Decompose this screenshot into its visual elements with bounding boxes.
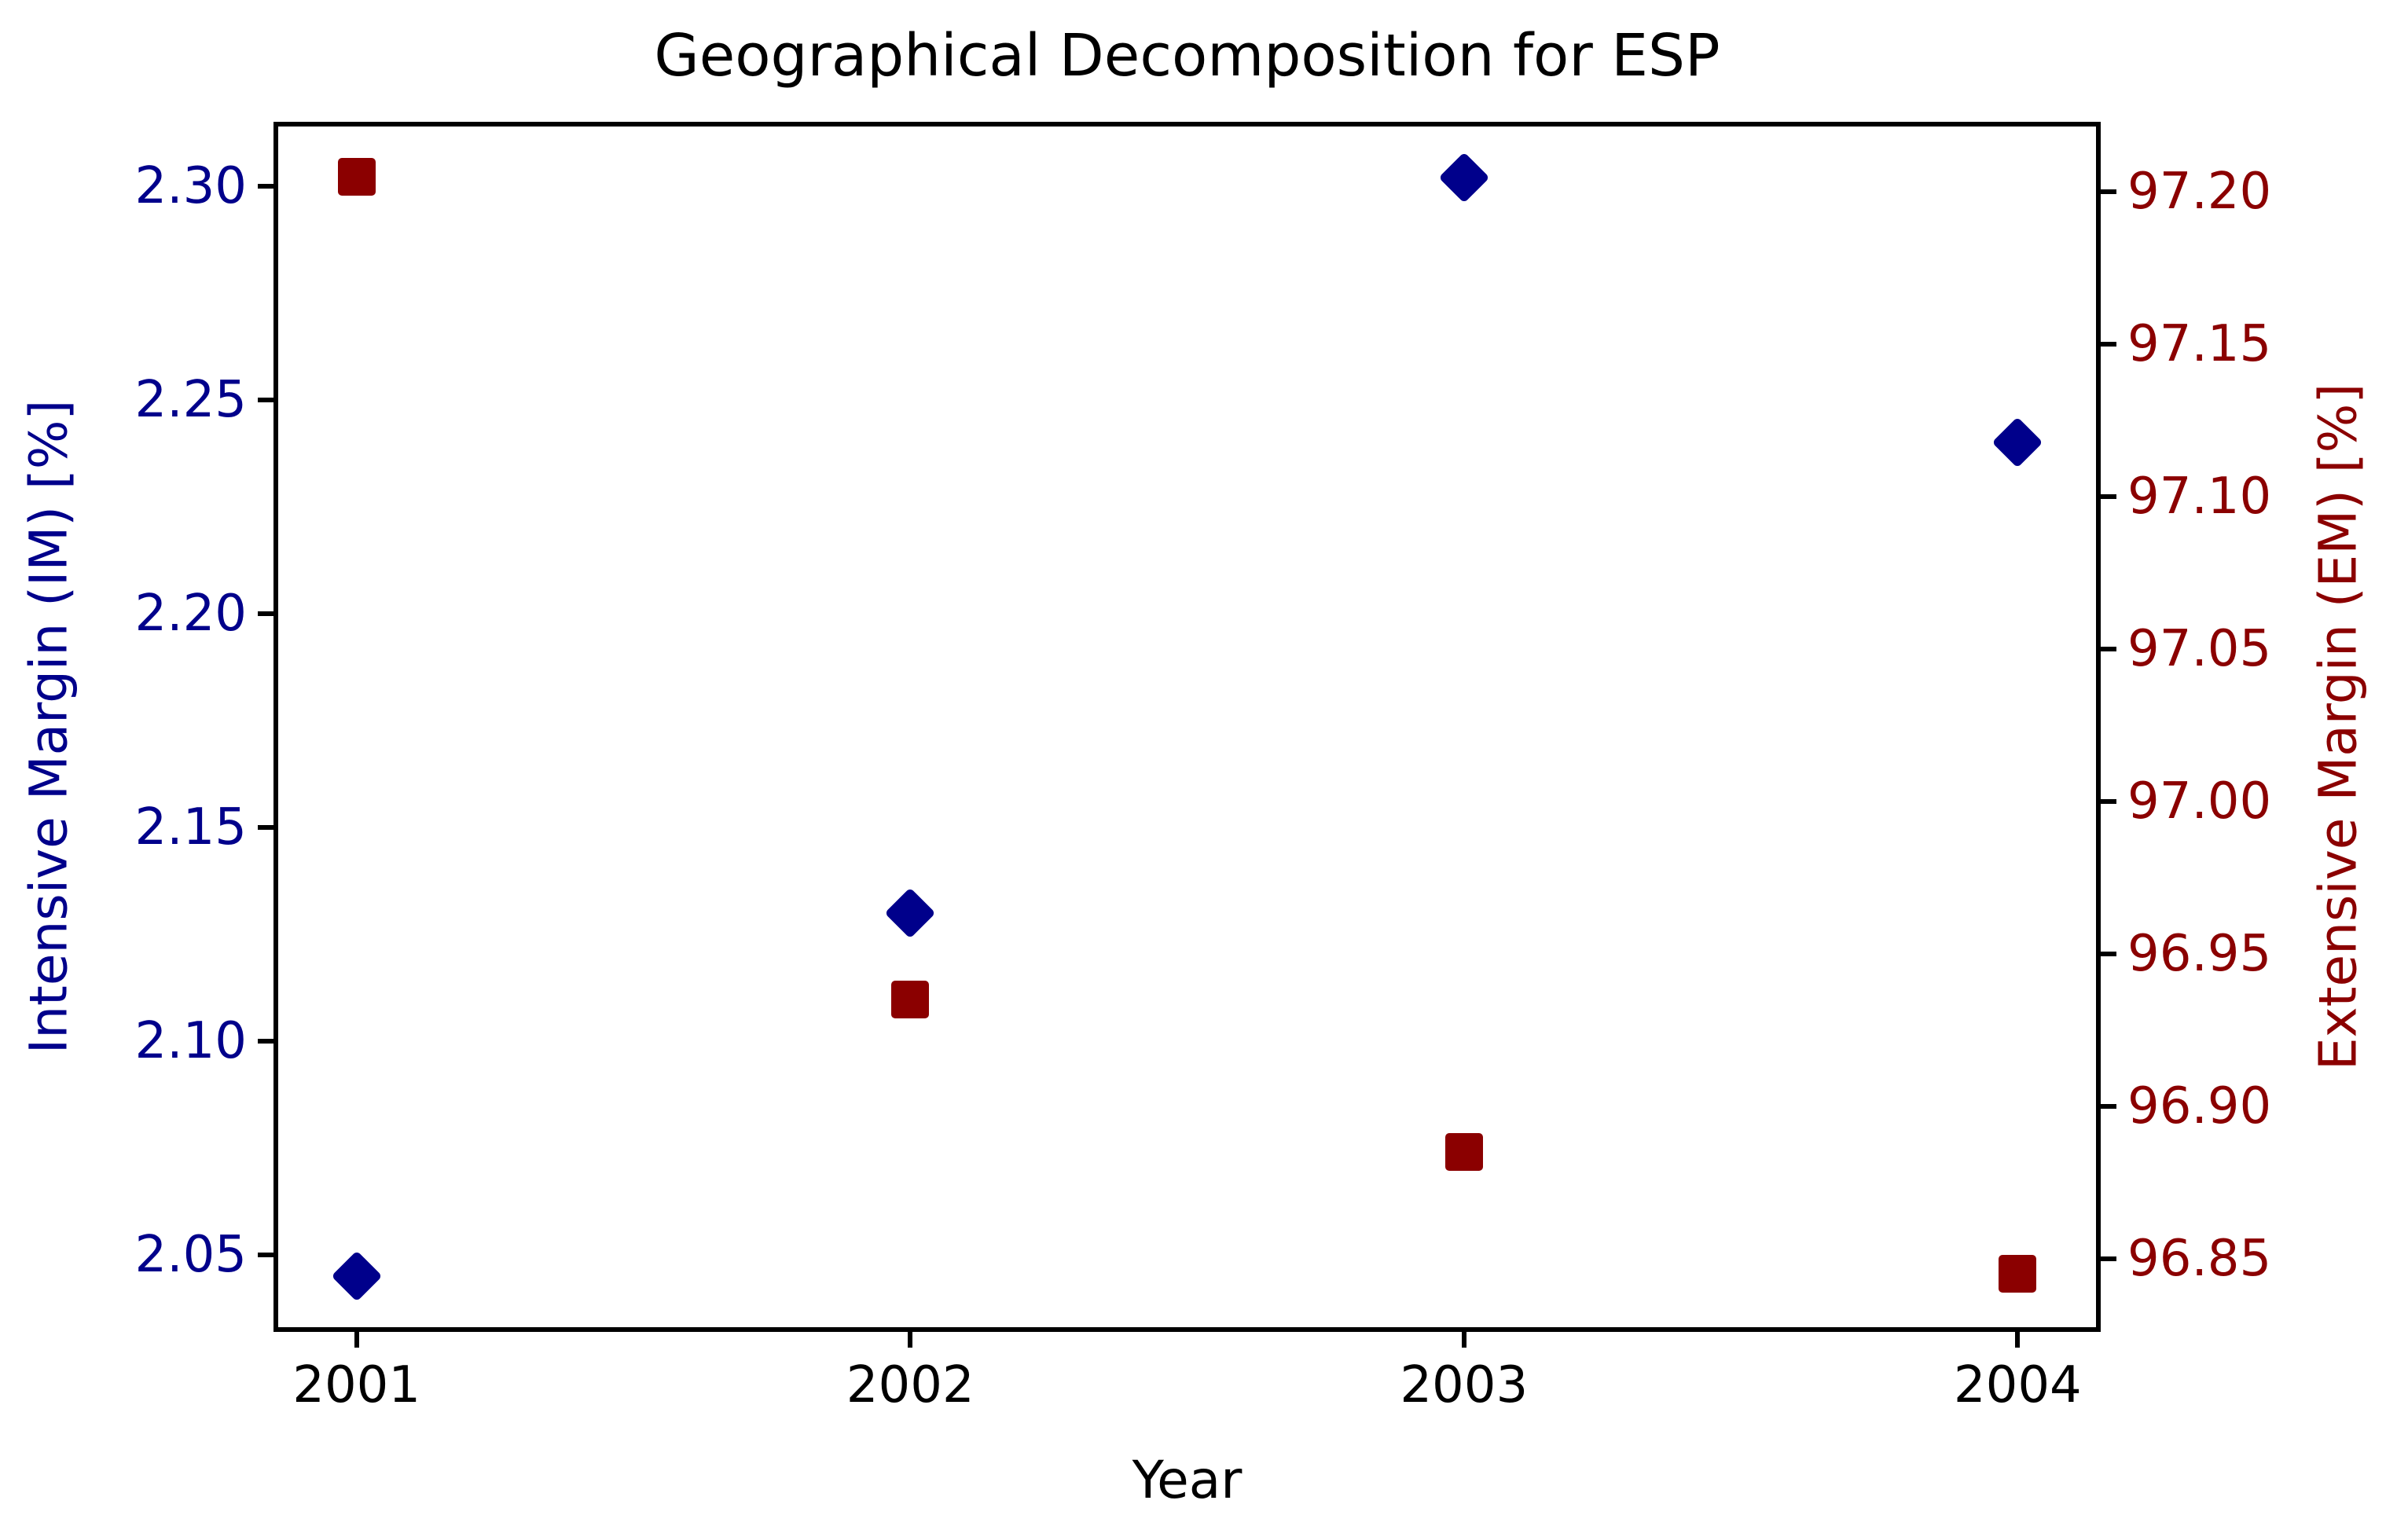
right-y-tick-label-97.20: 97.20 <box>2127 163 2272 222</box>
x-tick-2003 <box>1461 1332 1466 1348</box>
right-y-tick-label-97.10: 97.10 <box>2127 468 2272 526</box>
left-y-tick-label-2.20: 2.20 <box>134 584 248 643</box>
x-tick-2001 <box>354 1332 359 1348</box>
left-y-axis-label: Intensive Margin (IM) [%] <box>18 399 79 1055</box>
x-tick-label-2001: 2001 <box>292 1356 421 1414</box>
right-y-tick-97.05 <box>2101 647 2116 652</box>
em-marker-2004 <box>1999 1255 2037 1293</box>
em-marker-2003 <box>1444 1133 1483 1172</box>
left-y-tick-label-2.10: 2.10 <box>134 1011 248 1070</box>
right-y-tick-97.15 <box>2101 342 2116 347</box>
left-y-tick-2.20 <box>258 611 273 616</box>
right-y-tick-96.85 <box>2101 1256 2116 1261</box>
right-y-tick-97.20 <box>2101 189 2116 195</box>
plot-area <box>273 122 2101 1332</box>
right-y-tick-label-96.85: 96.85 <box>2127 1229 2272 1288</box>
left-y-tick-label-2.30: 2.30 <box>134 156 248 215</box>
right-y-tick-96.95 <box>2101 951 2116 956</box>
left-y-tick-label-2.05: 2.05 <box>134 1226 248 1285</box>
x-tick-label-2003: 2003 <box>1400 1356 1529 1414</box>
right-y-axis-label: Extensive Margin (EM) [%] <box>2307 383 2369 1071</box>
left-y-tick-label-2.25: 2.25 <box>134 370 248 429</box>
right-y-tick-97.00 <box>2101 799 2116 805</box>
left-y-tick-2.05 <box>258 1253 273 1258</box>
right-y-tick-97.10 <box>2101 494 2116 500</box>
chart-title: Geographical Decomposition for ESP <box>654 22 1720 90</box>
left-y-tick-label-2.15: 2.15 <box>134 798 248 857</box>
left-y-tick-2.10 <box>258 1038 273 1044</box>
x-tick-2004 <box>2015 1332 2021 1348</box>
x-tick-label-2002: 2002 <box>846 1356 975 1414</box>
x-axis-label: Year <box>1132 1450 1243 1510</box>
right-y-tick-96.90 <box>2101 1103 2116 1109</box>
x-tick-2002 <box>908 1332 913 1348</box>
right-y-tick-label-96.95: 96.95 <box>2127 924 2272 983</box>
left-y-tick-2.30 <box>258 183 273 189</box>
left-y-tick-2.15 <box>258 824 273 830</box>
right-y-tick-label-96.90: 96.90 <box>2127 1077 2272 1135</box>
right-y-tick-label-97.05: 97.05 <box>2127 620 2272 679</box>
right-y-tick-label-97.00: 97.00 <box>2127 772 2272 831</box>
x-tick-label-2004: 2004 <box>1953 1356 2082 1414</box>
em-marker-2002 <box>891 981 930 1019</box>
em-marker-2001 <box>337 157 376 196</box>
right-y-tick-label-97.15: 97.15 <box>2127 315 2272 374</box>
left-y-tick-2.25 <box>258 397 273 402</box>
